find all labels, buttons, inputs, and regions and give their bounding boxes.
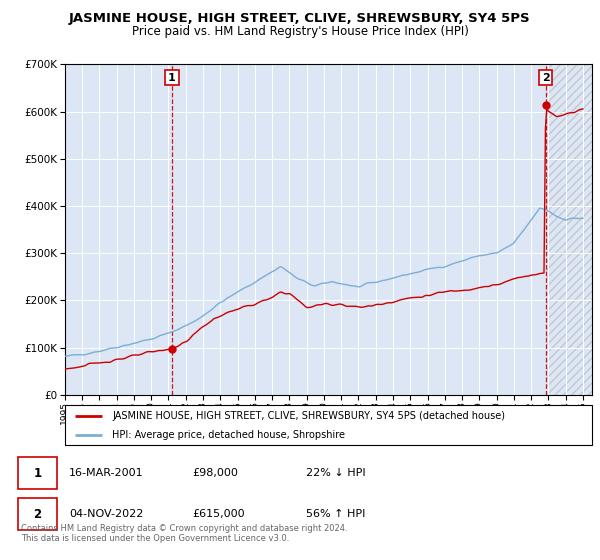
Text: 56% ↑ HPI: 56% ↑ HPI [306, 509, 365, 519]
Text: Contains HM Land Registry data © Crown copyright and database right 2024.
This d: Contains HM Land Registry data © Crown c… [21, 524, 347, 543]
Text: HPI: Average price, detached house, Shropshire: HPI: Average price, detached house, Shro… [112, 430, 345, 440]
Text: Price paid vs. HM Land Registry's House Price Index (HPI): Price paid vs. HM Land Registry's House … [131, 25, 469, 38]
Text: JASMINE HOUSE, HIGH STREET, CLIVE, SHREWSBURY, SY4 5PS (detached house): JASMINE HOUSE, HIGH STREET, CLIVE, SHREW… [112, 411, 505, 421]
Text: 1: 1 [34, 466, 41, 480]
Text: 2: 2 [34, 507, 41, 521]
Text: 16-MAR-2001: 16-MAR-2001 [69, 468, 143, 478]
Text: £615,000: £615,000 [192, 509, 245, 519]
Text: 22% ↓ HPI: 22% ↓ HPI [306, 468, 365, 478]
Text: £98,000: £98,000 [192, 468, 238, 478]
Text: 2: 2 [542, 73, 550, 83]
Text: JASMINE HOUSE, HIGH STREET, CLIVE, SHREWSBURY, SY4 5PS: JASMINE HOUSE, HIGH STREET, CLIVE, SHREW… [69, 12, 531, 25]
Text: 04-NOV-2022: 04-NOV-2022 [69, 509, 143, 519]
Text: 1: 1 [168, 73, 176, 83]
